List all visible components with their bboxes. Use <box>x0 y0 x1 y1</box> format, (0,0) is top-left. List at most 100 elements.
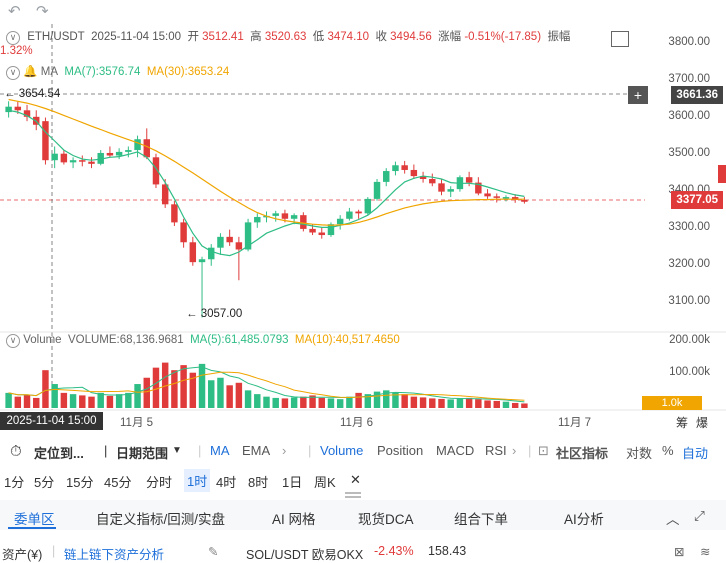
price-chart[interactable] <box>0 24 726 434</box>
chevron-down-icon[interactable]: ▼ <box>172 445 182 456</box>
candle-body <box>244 222 252 250</box>
volume-bar <box>475 399 482 408</box>
ticker-pair[interactable]: SOL/USDT 欧易OKX <box>246 548 364 562</box>
timeframe-6[interactable]: 4时 <box>216 475 237 490</box>
tab-custom-indicators[interactable]: 自定义指标/回测/实盘 <box>96 512 226 527</box>
open-value: 3512.41 <box>202 31 244 43</box>
log-scale-toggle[interactable]: 对数 <box>626 446 653 461</box>
percent-toggle[interactable]: % <box>662 443 674 458</box>
community-indicators[interactable]: 社区指标 <box>556 446 609 461</box>
edit-icon[interactable]: ✎ <box>208 545 219 559</box>
price-tick: 3600.00 <box>668 110 710 122</box>
volume-bar <box>355 392 362 408</box>
vol-tick: 200.00k <box>669 334 710 346</box>
high-marker: ← 3654.54 <box>4 88 61 100</box>
tab-ai-analysis[interactable]: AI分析 <box>564 512 604 527</box>
volume-bar <box>125 392 132 408</box>
timeframe-0[interactable]: 1分 <box>4 475 25 490</box>
alert-bell-icon[interactable]: 🔔 <box>23 66 38 78</box>
chevron-right-icon[interactable]: › <box>512 443 517 458</box>
scroll-indicator <box>718 165 726 183</box>
close-label: 收 <box>375 31 387 43</box>
redo-icon[interactable]: ↷ <box>36 3 49 20</box>
volume-bar <box>336 399 344 408</box>
volume-bar <box>318 397 325 408</box>
vol-ma5-line <box>8 366 525 403</box>
indicator-rsi[interactable]: RSI <box>485 443 507 458</box>
candle-body <box>171 204 178 223</box>
indicator-position[interactable]: Position <box>377 443 424 458</box>
timeframe-7[interactable]: 8时 <box>248 475 269 490</box>
candle-body <box>152 157 160 185</box>
fullscreen-icon[interactable] <box>611 31 629 47</box>
timeframe-2[interactable]: 15分 <box>66 475 94 490</box>
volume-value: VOLUME:68,136.9681 <box>67 334 184 346</box>
timeframe-1[interactable]: 5分 <box>34 475 55 490</box>
add-crosshair-icon[interactable]: + <box>628 86 648 104</box>
collapse-icon[interactable]: ∨ <box>6 334 20 348</box>
divider: | <box>528 443 532 458</box>
amplitude-label: 振幅 <box>547 31 571 43</box>
vol-tick: 100.00k <box>669 366 710 378</box>
ma30-value: MA(30):3653.24 <box>146 66 230 78</box>
undo-icon[interactable]: ↶ <box>8 3 21 20</box>
expand-icon[interactable]: ⤢ <box>694 508 705 523</box>
chevron-right-icon[interactable]: › <box>282 443 287 458</box>
price-tick: 3500.00 <box>668 147 710 159</box>
timeframe-3[interactable]: 45分 <box>104 475 132 490</box>
time-tick: 11月 6 <box>340 417 374 429</box>
timeframe-bar: 1分 5分 15分 45分 分时 1时 4时 8时 1日 周K ✕ <box>0 465 726 493</box>
volume-bar <box>208 380 215 408</box>
onchain-analysis-link[interactable]: 链上链下资产分析 <box>64 548 165 562</box>
ma7-value: MA(7):3576.74 <box>64 66 141 78</box>
volume-bar <box>447 399 454 408</box>
auto-scale-toggle[interactable]: 自动 <box>682 446 709 461</box>
volume-bar <box>33 397 40 408</box>
indicator-volume[interactable]: Volume <box>320 443 364 458</box>
assets-label[interactable]: 资产(¥) <box>2 548 43 562</box>
indicator-toolbar: ⏱ 定位到... | 日期范围 ▼ | MA EMA › | Volume Po… <box>0 436 726 464</box>
locate-button[interactable]: 定位到... <box>34 446 84 461</box>
volume-legend: ∨ Volume VOLUME:68,136.9681 MA(5):61,485… <box>0 334 400 348</box>
drag-handle-icon[interactable] <box>345 491 361 499</box>
top-bar: ↶ ↷ <box>0 0 726 24</box>
timeframe-4[interactable]: 分时 <box>146 475 173 490</box>
volume-bar <box>5 392 12 408</box>
low-marker: ← 3057.00 <box>186 308 243 320</box>
time-tick: 11月 7 <box>558 417 592 429</box>
tab-spot-dca[interactable]: 现货DCA <box>358 512 414 527</box>
timeframe-8[interactable]: 1日 <box>282 475 303 490</box>
volume-bar <box>60 392 68 408</box>
indicator-macd[interactable]: MACD <box>436 443 475 458</box>
cursor-price-tag: 3661.36 <box>671 86 723 104</box>
ticker-price: 158.43 <box>428 544 467 558</box>
volume-bar <box>198 363 206 408</box>
collapse-icon[interactable]: ∨ <box>6 31 20 45</box>
feedback-icon[interactable]: ⊠ <box>674 545 685 559</box>
tab-orders[interactable]: 委单区 <box>14 512 55 527</box>
candle-body <box>88 161 95 164</box>
chips-label[interactable]: 筹 <box>676 416 689 430</box>
tab-ai-grid[interactable]: AI 网格 <box>272 512 316 527</box>
indicator-ma[interactable]: MA <box>210 443 230 458</box>
timeframe-5[interactable]: 1时 <box>184 469 211 492</box>
candle-body <box>208 247 215 260</box>
candle-body <box>189 242 197 263</box>
liquidation-label[interactable]: 爆 <box>696 416 709 430</box>
open-label: 开 <box>187 31 199 43</box>
date-range-button[interactable]: 日期范围 <box>116 446 169 461</box>
bottom-tabs: 委单区 自定义指标/回测/实盘 AI 网格 现货DCA 组合下单 AI分析 ︿ … <box>0 500 726 530</box>
divider: | <box>308 443 312 458</box>
locate-icon[interactable]: ⏱ <box>10 443 22 460</box>
indicator-ema[interactable]: EMA <box>242 443 271 458</box>
candle-body <box>226 236 233 243</box>
ticker-change: -2.43% <box>374 544 414 558</box>
tab-combo-order[interactable]: 组合下单 <box>454 512 508 527</box>
volume-bar <box>14 396 22 408</box>
close-icon[interactable]: ✕ <box>350 472 361 487</box>
collapse-icon[interactable]: ∨ <box>6 66 20 80</box>
chevron-up-icon[interactable]: ︿ <box>666 512 680 527</box>
timeframe-9[interactable]: 周K <box>314 475 336 490</box>
candle-body <box>290 215 298 219</box>
community-icon[interactable]: ⊡ <box>538 443 549 458</box>
